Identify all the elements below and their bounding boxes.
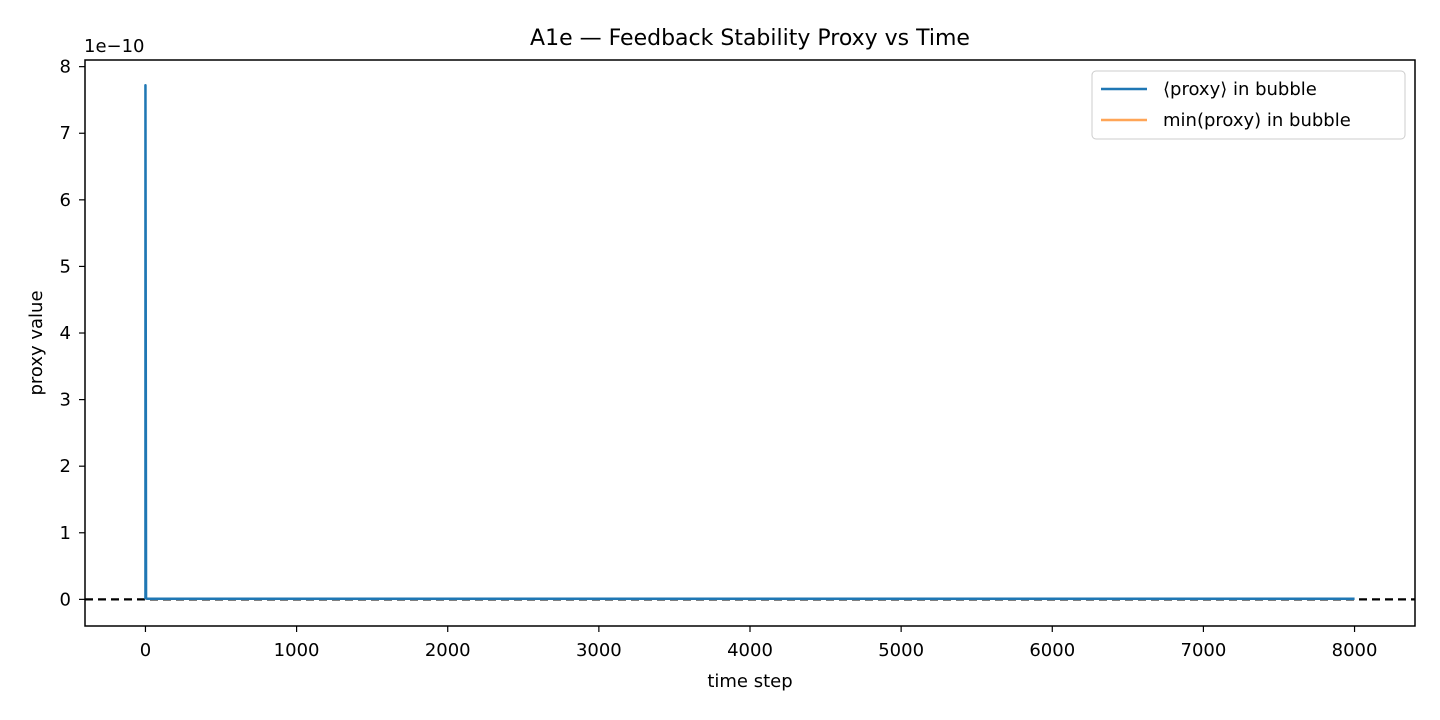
y-axis-label: proxy value xyxy=(26,290,47,395)
y-offset-label: 1e−10 xyxy=(84,36,145,57)
y-tick-label: 3 xyxy=(60,390,71,411)
y-axis-ticks: 0 1 2 3 4 5 6 7 8 xyxy=(60,57,85,610)
x-tick-label: 0 xyxy=(140,640,151,661)
x-tick-label: 3000 xyxy=(576,640,622,661)
y-tick-label: 6 xyxy=(60,190,71,211)
y-tick-label: 8 xyxy=(60,57,71,78)
x-tick-label: 7000 xyxy=(1181,640,1227,661)
x-tick-label: 4000 xyxy=(727,640,773,661)
x-tick-label: 5000 xyxy=(878,640,924,661)
legend-label-series-0: ⟨proxy⟩ in bubble xyxy=(1163,79,1317,100)
plot-frame xyxy=(84,59,1416,627)
y-tick-label: 7 xyxy=(60,123,71,144)
x-tick-label: 6000 xyxy=(1029,640,1075,661)
legend-label-series-1: min(proxy) in bubble xyxy=(1163,110,1351,131)
x-tick-label: 1000 xyxy=(274,640,320,661)
x-tick-label: 2000 xyxy=(425,640,471,661)
chart-title: A1e — Feedback Stability Proxy vs Time xyxy=(530,26,970,51)
x-axis-label: time step xyxy=(707,671,792,692)
y-tick-label: 4 xyxy=(60,323,71,344)
y-tick-label: 2 xyxy=(60,456,71,477)
plot-area xyxy=(84,59,1416,627)
x-tick-label: 8000 xyxy=(1332,640,1378,661)
series-line-0 xyxy=(144,84,1355,600)
series-group xyxy=(144,84,1355,600)
y-tick-label: 0 xyxy=(60,589,71,610)
x-axis-ticks: 0 1000 2000 3000 4000 5000 6000 7000 8000 xyxy=(140,626,1378,661)
legend: ⟨proxy⟩ in bubble min(proxy) in bubble xyxy=(1091,70,1406,140)
y-tick-label: 1 xyxy=(60,523,71,544)
y-tick-label: 5 xyxy=(60,256,71,277)
legend-box xyxy=(1091,70,1406,140)
